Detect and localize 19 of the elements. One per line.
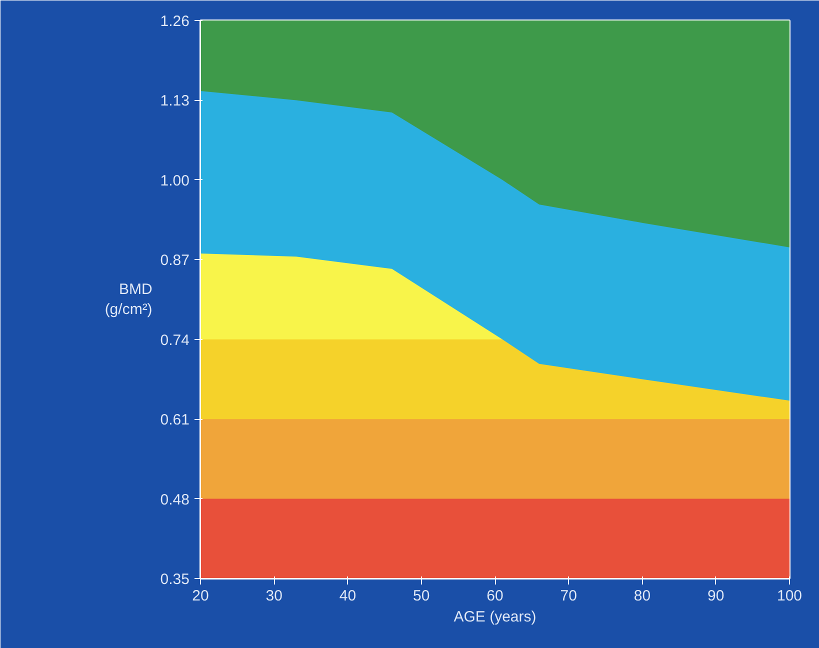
y-tick-label: 0.48 <box>160 491 190 508</box>
y-tick-label: 1.00 <box>160 172 190 190</box>
x-axis-title: AGE (years) <box>454 608 536 626</box>
x-tick-label: 30 <box>266 588 282 604</box>
x-tick-label: 100 <box>776 588 802 604</box>
y-tick-label: 0.35 <box>160 571 190 588</box>
x-tick-label: 80 <box>634 588 651 604</box>
y-tick-label: 0.87 <box>160 252 190 270</box>
x-tick-label: 40 <box>339 588 356 604</box>
x-tick-label: 50 <box>413 588 430 604</box>
x-tick-label: 20 <box>192 588 209 604</box>
y-tick-label: 0.61 <box>160 412 190 429</box>
y-axis-title: BMD (g/cm²) <box>104 280 152 318</box>
y-tick-label: 0.74 <box>160 332 190 349</box>
x-tick-label: 60 <box>486 588 504 604</box>
y-tick-label: 1.26 <box>160 13 190 30</box>
x-tick-label: 70 <box>560 588 577 604</box>
y-tick-label: 1.13 <box>160 92 190 110</box>
x-tick-label: 90 <box>708 588 724 604</box>
